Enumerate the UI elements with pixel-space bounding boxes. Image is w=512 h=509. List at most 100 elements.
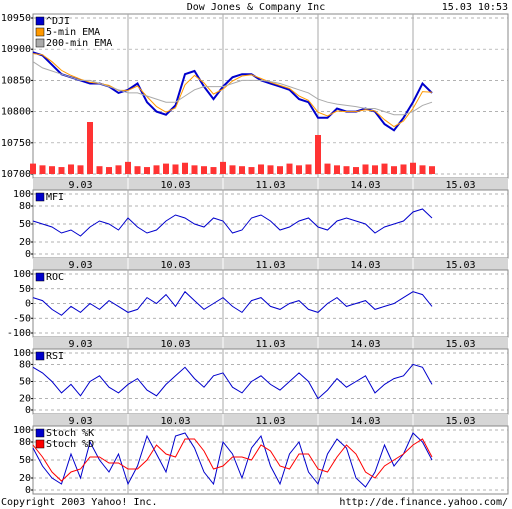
legend-label: ROC	[46, 272, 64, 283]
x-tick-label: 11.03	[255, 180, 285, 191]
legend-label: Stoch %D	[46, 439, 94, 450]
source: http://de.finance.yahoo.com/	[339, 497, 508, 508]
y-tick-label: -100	[7, 328, 31, 339]
date-strip	[33, 258, 508, 270]
legend-swatch	[35, 428, 45, 438]
x-tick-label: 14.03	[350, 180, 380, 191]
y-tick-label: 50	[19, 455, 31, 466]
x-tick-label: 11.03	[255, 260, 285, 271]
x-tick-label: 9.03	[68, 180, 92, 191]
legend-label: 200-min EMA	[46, 38, 112, 49]
y-tick-label: 80	[19, 201, 31, 212]
x-tick-label: 14.03	[350, 416, 380, 427]
volume-bar	[87, 122, 93, 174]
y-tick-label: 80	[19, 359, 31, 370]
series-line	[32, 290, 433, 316]
y-tick-label: 100	[13, 425, 31, 436]
volume-bar	[58, 167, 65, 174]
x-tick-label: 14.03	[350, 339, 380, 350]
volume-bar	[419, 165, 426, 174]
y-tick-label: 0	[25, 485, 31, 496]
y-tick-label: 10850	[1, 75, 31, 86]
series-line	[32, 208, 433, 237]
volume-bar	[39, 165, 46, 174]
volume-bar	[96, 166, 103, 174]
legend-label: MFI	[46, 192, 64, 203]
x-tick-label: 11.03	[255, 416, 285, 427]
volume-bar	[277, 166, 283, 174]
x-tick-label: 10.03	[160, 260, 190, 271]
volume-bar	[353, 167, 359, 174]
volume-bar	[391, 166, 397, 174]
volume-bar	[381, 163, 388, 174]
volume-bar	[144, 167, 150, 174]
series-line	[32, 438, 433, 482]
volume-bar	[220, 161, 226, 174]
y-tick-label: 10900	[1, 44, 31, 55]
series-line	[32, 363, 433, 400]
y-tick-label: 10700	[1, 169, 31, 180]
volume-bar	[429, 166, 435, 174]
volume-bar	[343, 166, 350, 174]
volume-bar	[106, 167, 112, 174]
legend-label: 5-min EMA	[46, 27, 100, 38]
volume-bar	[258, 164, 264, 174]
x-tick-label: 9.03	[68, 339, 92, 350]
timestamp: 15.03 10:53	[442, 2, 508, 13]
x-tick-label: 9.03	[68, 416, 92, 427]
volume-bar	[210, 167, 217, 174]
legend-label: Stoch %K	[46, 428, 94, 439]
chart-title: Dow Jones & Company Inc	[187, 2, 325, 13]
volume-bar	[400, 164, 407, 174]
series-line	[32, 61, 433, 116]
volume-bar	[49, 166, 55, 174]
x-tick-label: 9.03	[68, 260, 92, 271]
date-strip	[33, 414, 508, 426]
legend-label: RSI	[46, 351, 64, 362]
y-tick-label: 100	[13, 189, 31, 200]
volume-bar	[115, 165, 122, 174]
volume-bar	[125, 161, 131, 174]
volume-bar	[248, 167, 255, 174]
volume-bar	[334, 165, 340, 174]
volume-bar	[305, 164, 312, 174]
y-tick-label: 10800	[1, 107, 31, 118]
volume-bar	[172, 164, 179, 174]
x-tick-label: 15.03	[445, 416, 475, 427]
y-tick-label: 80	[19, 437, 31, 448]
volume-bar	[267, 165, 274, 174]
legend-swatch	[35, 192, 45, 202]
volume-bar	[182, 162, 188, 174]
volume-bar	[163, 163, 169, 174]
y-tick-label: 0	[25, 299, 31, 310]
x-tick-label: 11.03	[255, 339, 285, 350]
x-tick-label: 14.03	[350, 260, 380, 271]
volume-bar	[68, 164, 74, 174]
y-tick-label: 100	[13, 269, 31, 280]
volume-bar	[239, 166, 245, 174]
copyright: Copyright 2003 Yahoo! Inc.	[1, 497, 158, 508]
legend-swatch	[35, 16, 45, 26]
volume-bar	[315, 135, 321, 174]
y-tick-label: 50	[19, 219, 31, 230]
legend-label: ^DJI	[46, 16, 70, 27]
x-tick-label: 15.03	[445, 180, 475, 191]
volume-bar	[372, 165, 378, 174]
y-tick-label: -50	[13, 313, 31, 324]
legend-swatch	[35, 272, 45, 282]
volume-bar	[77, 165, 84, 174]
volume-bar	[201, 166, 207, 174]
y-tick-label: 20	[19, 394, 31, 405]
y-tick-label: 100	[13, 348, 31, 359]
volume-bar	[229, 165, 236, 174]
date-strip	[33, 178, 508, 190]
x-tick-label: 15.03	[445, 260, 475, 271]
panel	[32, 13, 509, 179]
volume-bar	[410, 162, 416, 174]
volume-bar	[286, 163, 293, 174]
x-tick-label: 10.03	[160, 339, 190, 350]
x-tick-label: 10.03	[160, 416, 190, 427]
y-tick-label: 20	[19, 237, 31, 248]
